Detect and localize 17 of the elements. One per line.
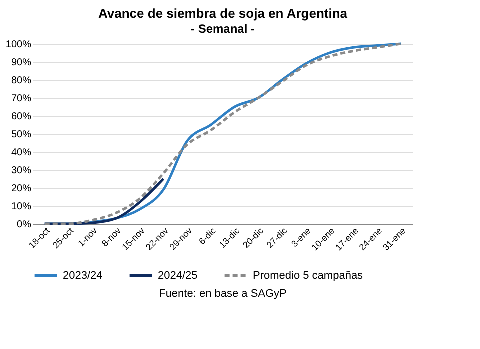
y-tick-label: 60% <box>11 112 32 122</box>
y-tick-label: 40% <box>11 148 32 158</box>
legend-label: 2023/24 <box>63 270 103 282</box>
source-note: Fuente: en base a SAGyP <box>159 288 287 300</box>
y-tick-label: 20% <box>11 184 32 194</box>
y-tick-label: 0% <box>17 220 32 230</box>
chart-subtitle: - Semanal - <box>190 22 256 36</box>
y-tick-label: 10% <box>11 202 32 212</box>
y-tick-label: 80% <box>11 76 32 86</box>
y-tick-label: 100% <box>6 40 32 50</box>
y-tick-label: 30% <box>11 166 32 176</box>
legend-label: 2024/25 <box>158 270 198 282</box>
y-tick-label: 50% <box>11 130 32 140</box>
chart-title: Avance de siembra de soja en Argentina <box>98 6 348 21</box>
legend-label: Promedio 5 campañas <box>253 270 364 282</box>
y-tick-label: 70% <box>11 94 32 104</box>
y-tick-label: 90% <box>11 58 32 68</box>
